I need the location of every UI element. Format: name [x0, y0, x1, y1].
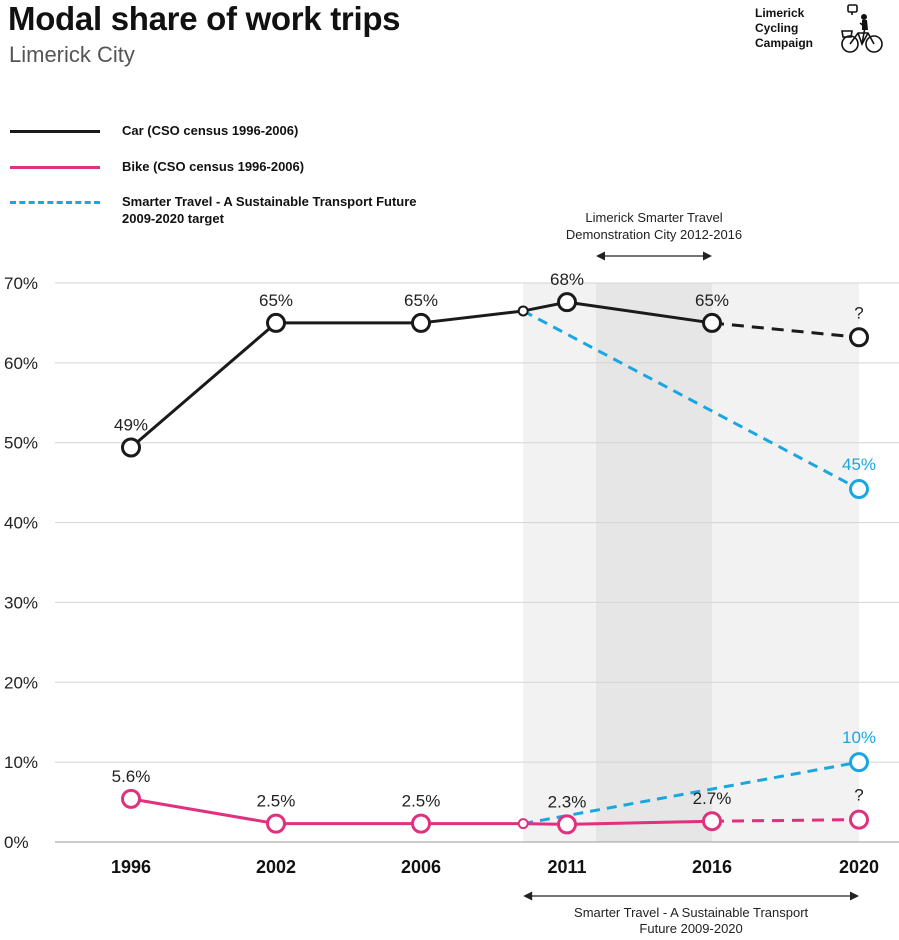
smarter-travel-annotation-line-2: Future 2009-2020 [639, 921, 742, 936]
legend-item-target: Smarter Travel - A Sustainable Transport… [10, 193, 422, 227]
chart-subtitle: Limerick City [9, 42, 135, 67]
x-tick-label: 2020 [839, 857, 879, 877]
car-data-label: 65% [695, 291, 729, 310]
y-tick-label: 20% [4, 673, 38, 692]
car-projection-label: ? [854, 303, 863, 322]
demo-city-annotation-line-1: Limerick Smarter Travel [585, 210, 722, 225]
x-tick-label: 2002 [256, 857, 296, 877]
legend-item-car: Car (CSO census 1996-2006) [10, 122, 422, 139]
shaded-period-2 [596, 283, 712, 842]
demo-city-arrow [596, 251, 712, 261]
car-target-line [522, 309, 860, 491]
legend-label-bike: Bike (CSO census 1996-2006) [122, 159, 305, 174]
legend-label-target: Smarter Travel - A Sustainable Transport… [122, 194, 417, 226]
smarter-travel-annotation-line-1: Smarter Travel - A Sustainable Transport [574, 905, 808, 920]
bike-projection-point [849, 809, 869, 830]
bike-target-point [849, 752, 869, 773]
bike-target-line [522, 760, 860, 826]
legend-swatch-bike [10, 166, 100, 169]
legend-label-car: Car (CSO census 1996-2006) [122, 123, 299, 138]
bike-data-label: 5.6% [112, 767, 151, 786]
bike-data-label: 2.5% [402, 792, 441, 811]
bike-point [266, 813, 286, 834]
car-data-label: 49% [114, 416, 148, 435]
bike-point [411, 813, 431, 834]
cyclist-icon [841, 4, 883, 53]
car-start-point [517, 305, 529, 317]
x-tick-label: 1996 [111, 857, 151, 877]
car-target-label: 45% [842, 455, 876, 474]
car-point [266, 312, 286, 333]
bike-data-label: 2.3% [548, 792, 587, 811]
smarter-travel-arrow-head-left [523, 891, 533, 901]
demo-city-arrow-head-right [703, 251, 712, 261]
car-point [557, 292, 577, 313]
car-data-label: 65% [259, 291, 293, 310]
legend-item-bike: Bike (CSO census 1996-2006) [10, 158, 422, 175]
smarter-travel-arrow [523, 891, 859, 901]
bike-point [121, 788, 141, 809]
y-tick-label: 0% [4, 833, 29, 852]
x-tick-label: 2016 [692, 857, 732, 877]
x-tick-label: 2006 [401, 857, 441, 877]
y-tick-label: 30% [4, 593, 38, 612]
car-point [702, 312, 722, 333]
demo-city-arrow-head-left [596, 251, 605, 261]
bike-data-label: 2.7% [693, 789, 732, 808]
brand-line-3: Campaign [755, 36, 814, 50]
bike-line [130, 797, 713, 826]
bike-data-label: 2.5% [257, 792, 296, 811]
car-projection-point [849, 327, 869, 348]
car-point [411, 312, 431, 333]
y-tick-label: 40% [4, 514, 38, 533]
brand-name: Limerick Cycling Campaign [755, 6, 835, 51]
y-tick-label: 10% [4, 753, 38, 772]
bike-target-label: 10% [842, 728, 876, 747]
smarter-travel-arrow-head-right [850, 891, 859, 901]
car-data-label: 68% [550, 270, 584, 289]
legend-swatch-target [10, 201, 100, 204]
bike-point [557, 814, 577, 835]
car-projection-line [711, 321, 860, 339]
chart-title: Modal share of work trips [8, 0, 401, 37]
bike-projection-line [711, 818, 860, 823]
x-tick-label: 2011 [547, 857, 586, 877]
car-data-label: 65% [404, 291, 438, 310]
brand-line-1: Limerick [755, 6, 805, 20]
car-target-point [849, 479, 869, 500]
y-tick-label: 70% [4, 274, 38, 293]
brand-line-2: Cycling [755, 21, 799, 35]
legend-swatch-car [10, 130, 100, 133]
bike-start-point [517, 818, 529, 830]
demo-city-annotation-line-2: Demonstration City 2012-2016 [566, 227, 742, 242]
car-point [121, 437, 141, 458]
car-line [130, 300, 713, 449]
bike-point [702, 811, 722, 832]
bike-projection-label: ? [854, 786, 863, 805]
y-tick-label: 50% [4, 434, 38, 453]
y-tick-label: 60% [4, 354, 38, 373]
